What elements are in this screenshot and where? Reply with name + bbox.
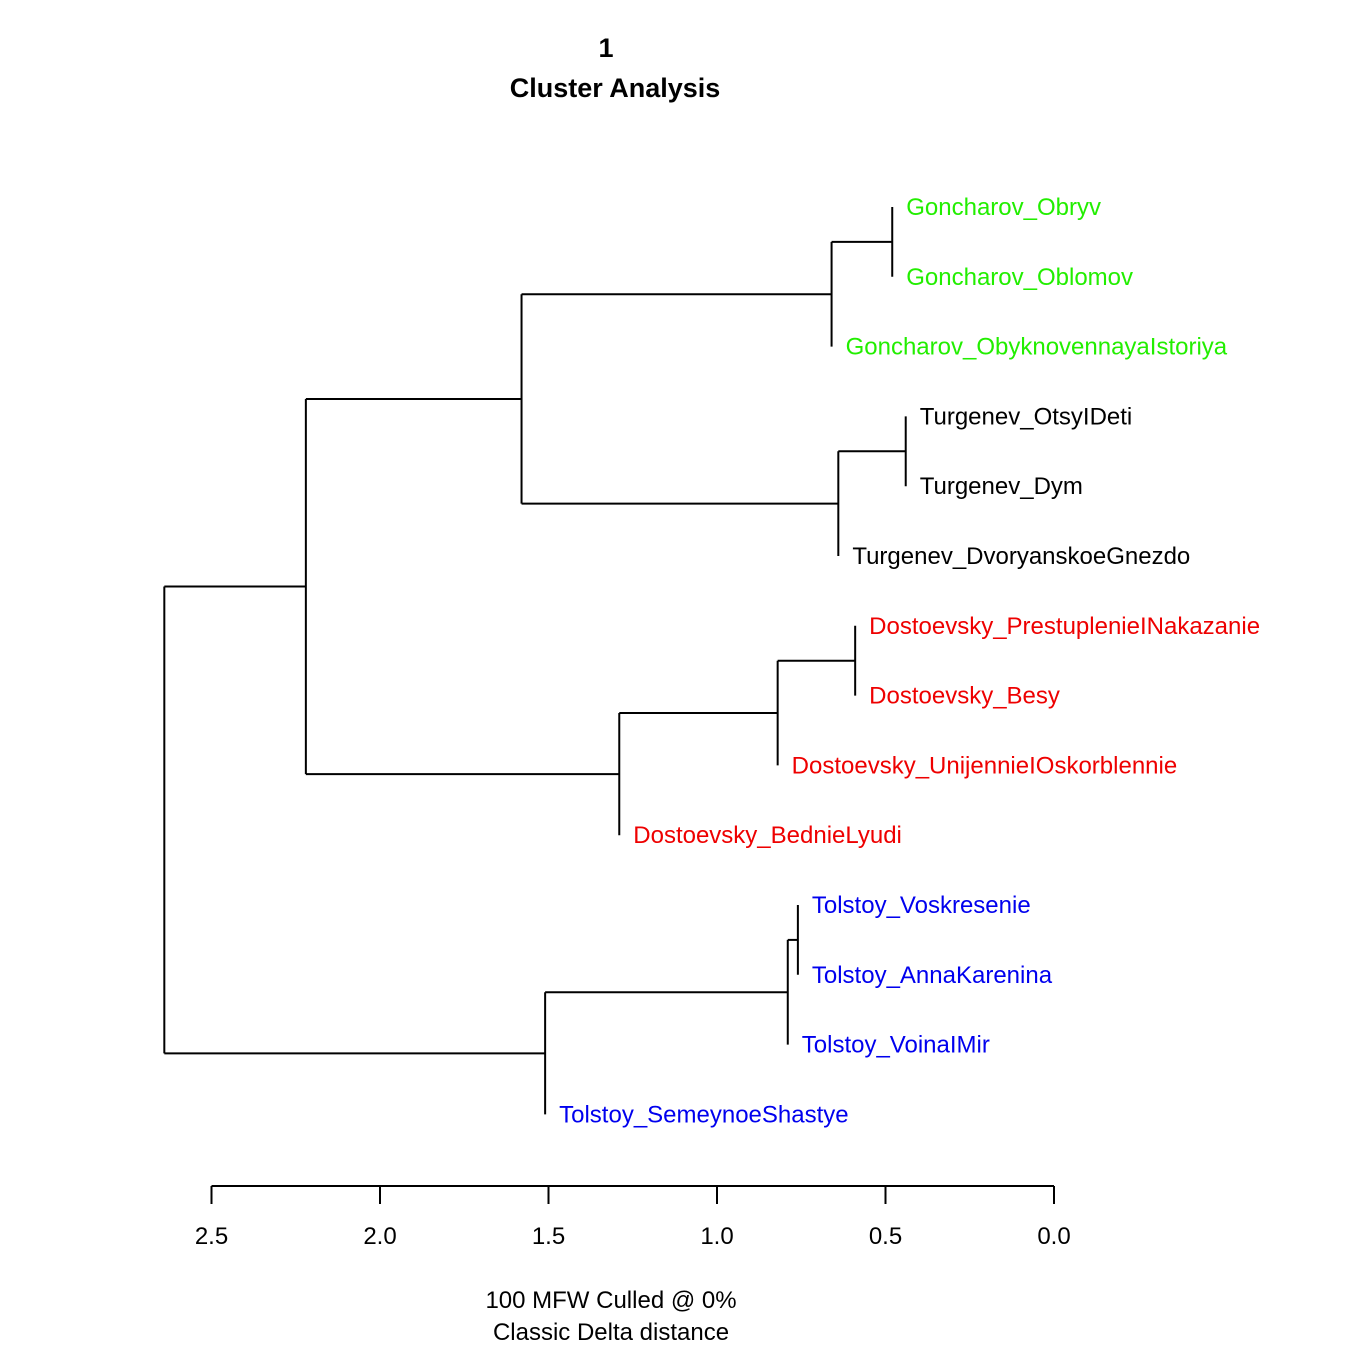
x-axis: 2.5 2.0 1.5 1.0 0.5 0.0: [195, 1185, 1071, 1250]
leaf-label: Tolstoy_SemeynoeShastye: [559, 1101, 849, 1128]
x-tick-label: 1.5: [532, 1223, 565, 1250]
dendrogram-links: [163, 207, 907, 1115]
chart-title-number: 1: [598, 33, 613, 63]
leaf-label: Dostoevsky_PrestuplenieINakazanie: [869, 613, 1260, 640]
leaf-labels: Goncharov_Obryv Goncharov_Oblomov Goncharo…: [559, 194, 1260, 1128]
leaf-label: Turgenev_OtsyIDeti: [920, 403, 1133, 430]
x-tick-label: 1.0: [700, 1223, 733, 1250]
x-tick-label: 0.0: [1037, 1223, 1070, 1250]
leaf-label: Turgenev_DvoryanskoeGnezdo: [852, 543, 1190, 570]
x-tick-label: 0.5: [869, 1223, 902, 1250]
leaf-label: Dostoevsky_Besy: [869, 683, 1060, 710]
x-axis-note-mfw: 100 MFW Culled @ 0%: [485, 1287, 736, 1314]
x-axis-note-distance: Classic Delta distance: [493, 1319, 729, 1346]
leaf-label: Goncharov_Oblomov: [906, 264, 1133, 291]
leaf-label: Goncharov_ObyknovennayaIstoriya: [846, 334, 1228, 361]
x-tick-label: 2.0: [363, 1223, 396, 1250]
leaf-label: Turgenev_Dym: [920, 473, 1083, 500]
leaf-label: Tolstoy_AnnaKarenina: [812, 962, 1053, 989]
leaf-label: Dostoevsky_BednieLyudi: [633, 822, 902, 849]
x-tick-label: 2.5: [195, 1223, 228, 1250]
leaf-label: Goncharov_Obryv: [906, 194, 1101, 221]
chart-title: Cluster Analysis: [510, 73, 721, 103]
leaf-label: Dostoevsky_UnijennieIOskorblennie: [792, 752, 1178, 779]
leaf-label: Tolstoy_VoinaIMir: [802, 1032, 990, 1059]
leaf-label: Tolstoy_Voskresenie: [812, 892, 1031, 919]
